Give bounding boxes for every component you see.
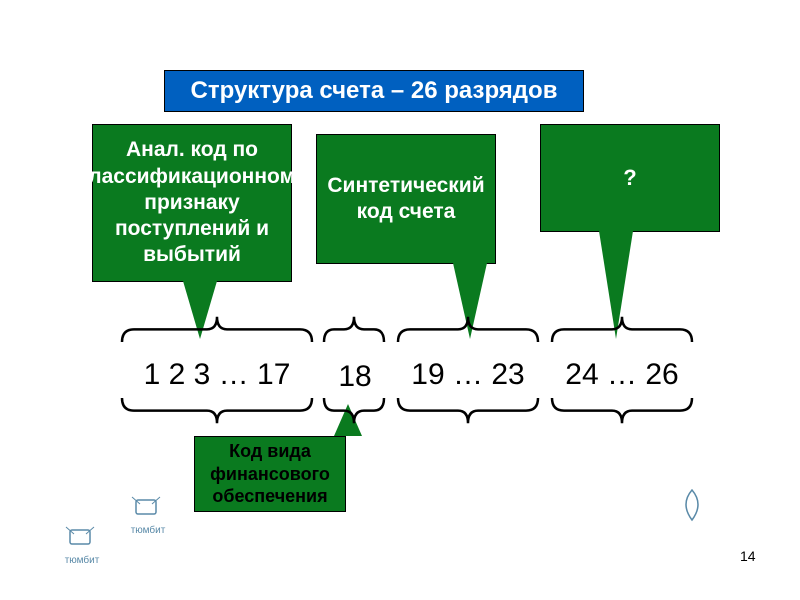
brace-bottom [0, 0, 800, 600]
